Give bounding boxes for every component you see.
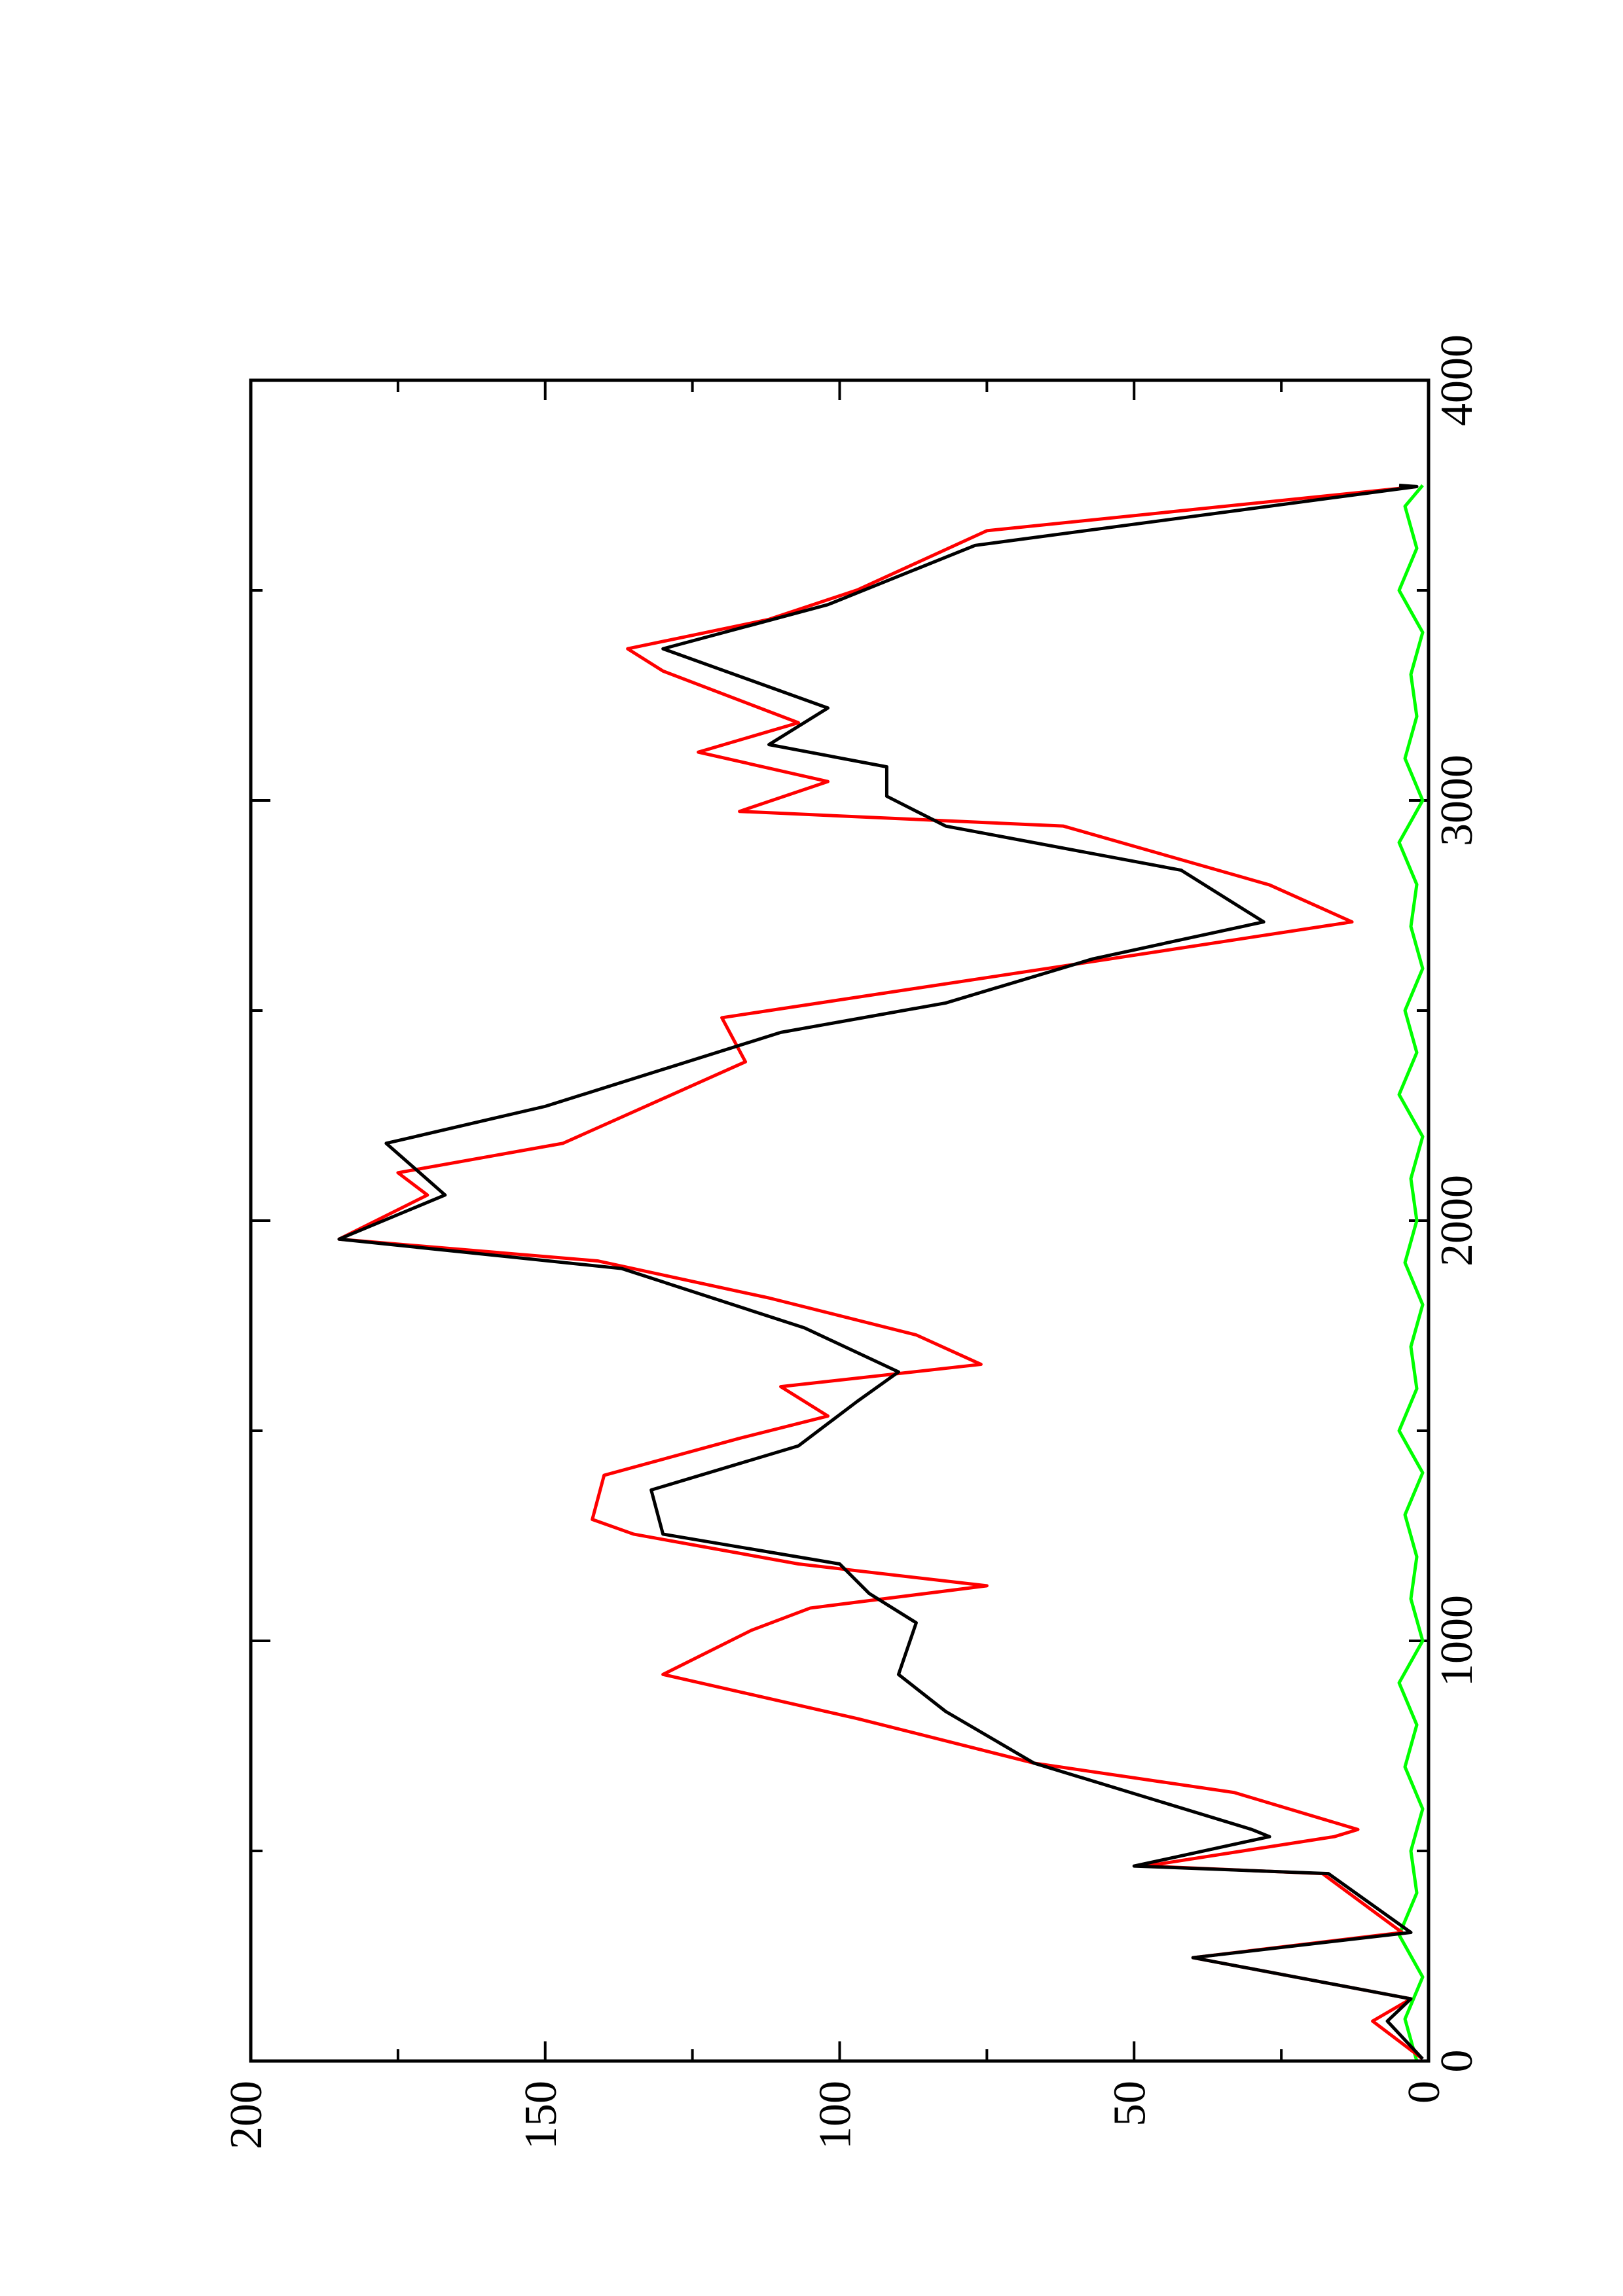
x-tick-label: 0 — [1432, 2050, 1482, 2073]
y-tick-label: 0 — [1399, 2081, 1450, 2104]
series-line — [337, 484, 1424, 2060]
y-tick-label: 50 — [1104, 2081, 1155, 2126]
x-tick-label: 3000 — [1432, 755, 1482, 846]
y-tick-label: 150 — [516, 2081, 566, 2149]
x-tick-label: 4000 — [1432, 334, 1482, 426]
y-tick-label: 200 — [221, 2081, 272, 2149]
x-tick-label: 2000 — [1432, 1175, 1482, 1266]
y-tick-label: 100 — [811, 2081, 861, 2149]
series-line — [1397, 484, 1425, 2062]
plot-frame — [249, 378, 1431, 2063]
x-tick-label: 1000 — [1432, 1595, 1482, 1687]
series-line — [337, 484, 1424, 2060]
